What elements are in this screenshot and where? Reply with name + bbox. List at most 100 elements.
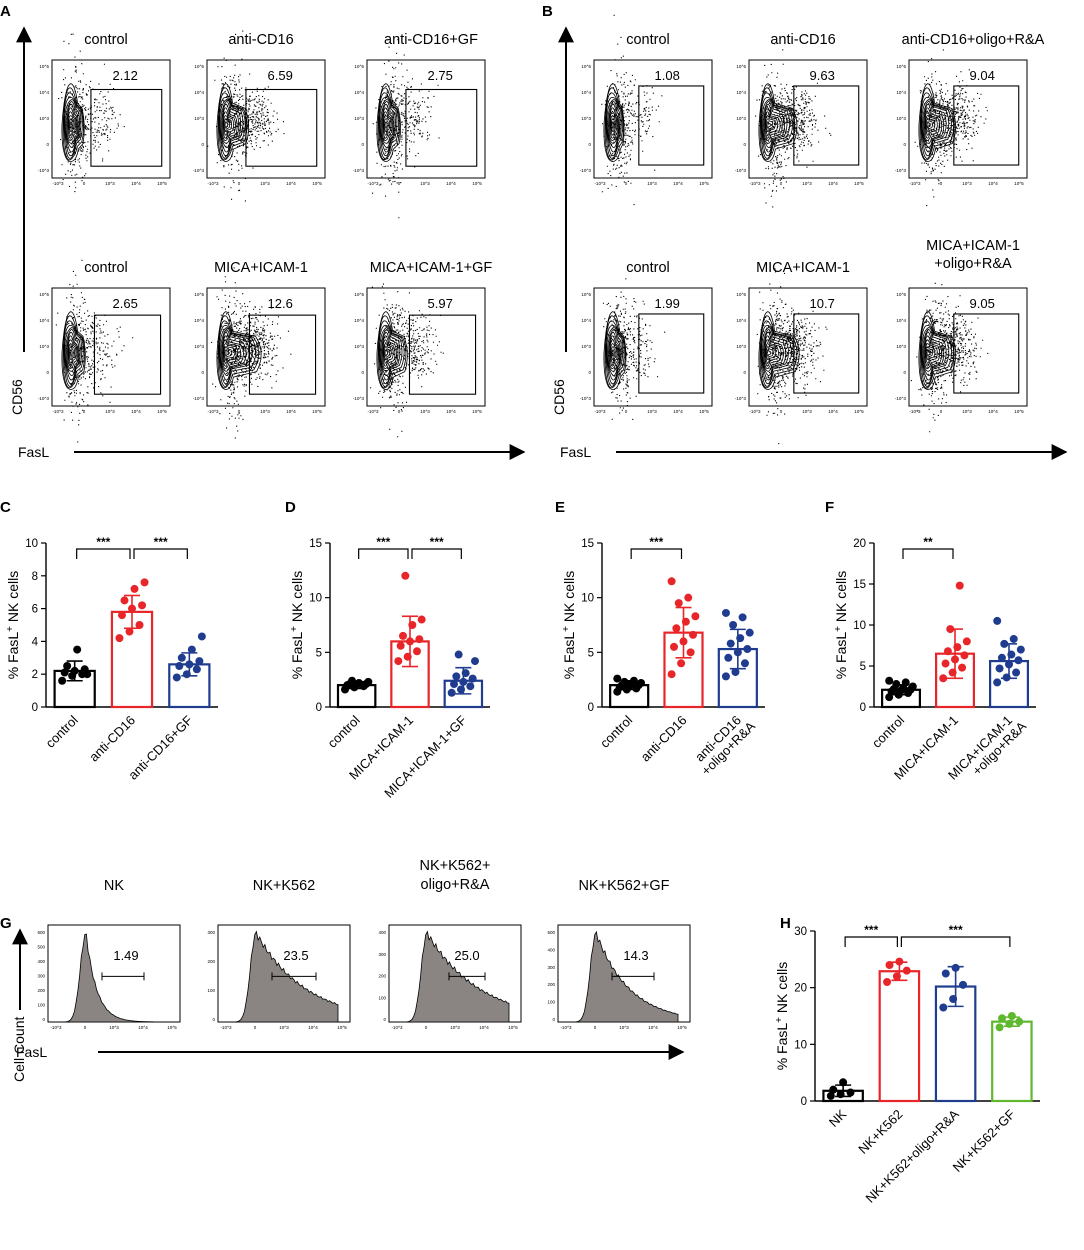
significance-bracket: ***: [358, 535, 409, 559]
x-tick-label: 10^3: [420, 409, 430, 414]
contour-level: [921, 99, 947, 153]
x-tick-label: 0: [425, 1025, 428, 1030]
data-point: [130, 584, 139, 593]
data-point: [117, 611, 126, 620]
contour-level: [761, 101, 785, 149]
bracket-line: [133, 548, 188, 559]
y-tick-label: 10^4: [736, 90, 746, 95]
data-point: [895, 957, 904, 966]
y-tick-label: 200: [37, 988, 45, 993]
x-tick-label: 10^3: [105, 409, 115, 414]
contour-level: [376, 83, 401, 162]
contour-level: [922, 331, 943, 372]
y-tick-label: 100: [37, 1003, 45, 1008]
contour-level: [221, 335, 242, 370]
gate-percentage: 1.49: [113, 948, 138, 963]
y-tick-label: 6: [32, 604, 38, 616]
x-tick-label: 10^4: [828, 409, 838, 414]
contour-level: [925, 115, 936, 136]
gate-rectangle: [248, 314, 317, 395]
panel-c: C 0 2 4 6 8 10 % FasL+ NK cells control anti-CD16…: [0, 499, 218, 783]
x-tick-label: -10^3: [594, 181, 606, 186]
y-tick-label: 15: [309, 538, 322, 550]
contour-level: [606, 101, 620, 149]
flow-plot: -10^3 -10^3 0 0 10^3 10^3 10^4 10^4 10^5 10^5: [353, 270, 486, 438]
plot-title: MICA+ICAM-1: [756, 260, 850, 276]
data-point: [949, 995, 958, 1003]
y-tick-label: 2: [32, 669, 38, 681]
panel-letter: F: [825, 499, 834, 516]
data-point: [403, 652, 412, 661]
y-tick-label: 10^4: [896, 90, 906, 95]
x-tick-label: -10^3: [207, 409, 219, 414]
contour-level: [610, 118, 616, 133]
y-tick-label: 10^3: [896, 344, 906, 349]
contour-level: [378, 96, 398, 157]
contour-level: [219, 99, 242, 153]
y-axis-label: Cell Count: [11, 1017, 27, 1082]
x-tick-label: 10^3: [647, 409, 657, 414]
bar: [991, 1020, 1033, 1103]
data-point: [846, 1088, 855, 1097]
contour-level: [69, 121, 73, 129]
positive-events: [221, 301, 292, 389]
data-point: [355, 678, 363, 687]
flow-plot-frame: [593, 59, 713, 179]
histogram-panels: G NK 0 100 200 300 400 500 600 -10^3 0 10^3 10^4 10^5…: [0, 858, 691, 1082]
x-tick-label: -10^3: [220, 1025, 232, 1030]
plot-title: anti-CD16: [770, 32, 835, 48]
contour-level: [763, 107, 781, 142]
contour-level: [765, 115, 776, 136]
positive-events: [381, 292, 444, 393]
data-point: [941, 969, 950, 978]
contour-level: [758, 83, 798, 162]
x-tick-label: 10^5: [157, 181, 167, 186]
panel-g: G NK 0 100 200 300 400 500 600 -10^3 0 10^3 10^4 10^5…: [0, 858, 691, 1082]
x-tick-label: 10^4: [446, 181, 456, 186]
x-tick-label: 10^5: [699, 181, 709, 186]
contour-level: [379, 101, 395, 149]
positive-events: [79, 63, 125, 162]
contour-level: [377, 87, 401, 161]
panel-letter: C: [0, 499, 11, 516]
y-tick-label: 0: [316, 702, 322, 714]
contour-level: [764, 339, 779, 367]
x-tick-label: 0: [238, 181, 241, 186]
x-tick-label: 0: [254, 1025, 257, 1030]
data-point: [674, 599, 683, 608]
contour-level: [222, 339, 239, 367]
contour-level: [764, 111, 779, 139]
gate-percentage: 2.65: [113, 296, 138, 311]
contour-level: [921, 327, 947, 381]
flow-plot: -10^3 -10^3 0 0 10^3 10^3 10^4 10^4 10^5 10^5: [735, 268, 868, 445]
y-tick-label: -10^3: [735, 396, 747, 401]
y-tick-label: 0: [32, 702, 38, 714]
x-tick-label: 10^4: [479, 1025, 489, 1030]
category-label: NK+K562+oligo+R&A: [862, 1106, 962, 1206]
data-point: [459, 677, 468, 686]
y-tick-label: -10^3: [38, 396, 50, 401]
data-point: [128, 604, 136, 613]
contour-level: [766, 121, 771, 129]
contour-level: [62, 315, 85, 389]
data-point: [667, 670, 676, 679]
y-tick-label: 0: [903, 142, 906, 147]
gate-percentage: 9.04: [970, 68, 995, 83]
y-tick-label: 100: [547, 1000, 555, 1005]
category-label: control: [597, 712, 635, 750]
y-tick-label: 0: [383, 1017, 386, 1022]
data-point: [885, 961, 894, 969]
contour-level: [61, 311, 86, 390]
gate-rectangle: [408, 314, 477, 395]
x-tick-label: 10^3: [962, 409, 972, 414]
contour-level: [223, 346, 233, 361]
contour-level: [379, 329, 399, 377]
x-tick-label: 0: [238, 409, 241, 414]
data-point: [457, 685, 465, 694]
flow-plot-frame: [51, 59, 171, 179]
gate-rectangle: [638, 85, 705, 166]
data-point: [1015, 1017, 1024, 1026]
y-tick-label: -10^3: [38, 168, 50, 173]
contour-level: [766, 349, 771, 357]
contour-level: [66, 335, 78, 370]
